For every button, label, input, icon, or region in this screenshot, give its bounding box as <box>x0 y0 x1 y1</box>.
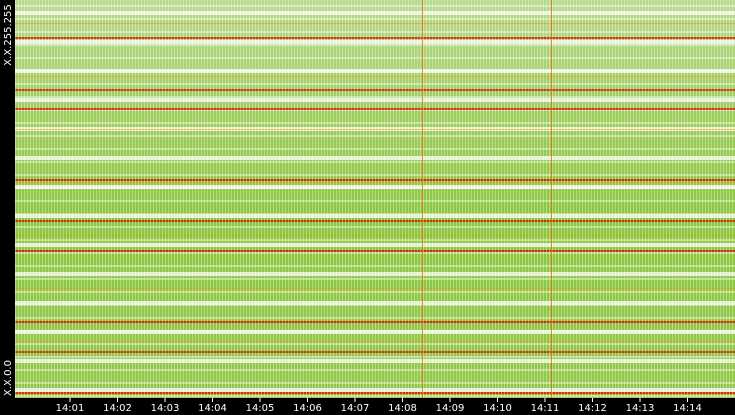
x-tick-label: 14:09 <box>436 403 465 414</box>
heatmap-area <box>15 0 735 398</box>
x-tick-label: 14:14 <box>673 403 702 414</box>
y-label: X.X.0.0 <box>3 360 14 396</box>
x-tick-label: 14:08 <box>388 403 417 414</box>
x-tick-label: 14:07 <box>341 403 370 414</box>
x-tick-label: 14:05 <box>246 403 275 414</box>
x-tick-label: 14:04 <box>198 403 227 414</box>
x-tick-label: 14:10 <box>483 403 512 414</box>
marker-line <box>422 0 423 398</box>
x-tick-label: 14:03 <box>151 403 180 414</box>
y-label: X.X.255.255 <box>3 4 14 65</box>
x-tick-label: 14:02 <box>103 403 132 414</box>
x-tick-label: 14:12 <box>578 403 607 414</box>
x-tick-label: 14:06 <box>293 403 322 414</box>
x-tick-label: 14:11 <box>531 403 560 414</box>
marker-line <box>551 0 552 398</box>
x-tick-label: 14:01 <box>56 403 85 414</box>
x-tick-label: 14:13 <box>626 403 655 414</box>
